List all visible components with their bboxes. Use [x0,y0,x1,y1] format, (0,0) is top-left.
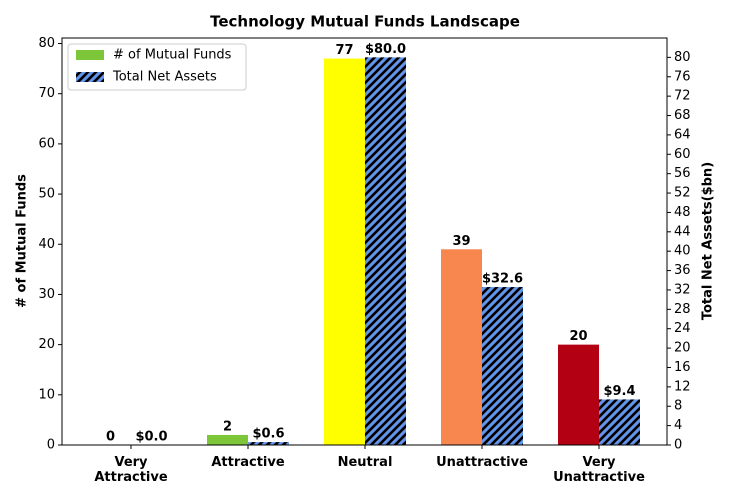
plot-frame [61,37,668,446]
bar [207,434,248,445]
bar-hatch [482,287,523,445]
y-tick-label: 70 [38,86,55,101]
data-label: $9.4 [603,384,635,399]
bar-hatch [365,57,406,445]
y2-tick-label: 4 [674,418,682,433]
y-tick-label: 80 [38,36,55,51]
y2-tick-label: 16 [674,360,691,375]
y-tick-label: 0 [47,438,55,453]
bar-hatch [599,399,640,445]
data-label: 20 [569,329,587,344]
y2-tick-label: 76 [674,69,691,84]
y2-tick-label: 56 [674,166,691,181]
y2-tick-label: 60 [674,147,691,162]
data-label: $80.0 [365,42,406,57]
y2-tick-label: 48 [674,205,691,220]
y2-tick-label: 32 [674,282,691,297]
y2-tick-label: 68 [674,108,691,123]
data-label: $0.0 [135,430,167,445]
y2-tick-label: 36 [674,263,691,278]
y2-tick-label: 20 [674,341,691,356]
y2-axis-label: Total Net Assets($bn) [701,162,716,320]
y2-tick-label: 72 [674,89,691,104]
y-tick-label: 40 [38,237,55,252]
data-label: 2 [223,419,232,434]
bar [441,249,482,445]
legend-box [67,43,247,91]
y-tick-label: 10 [38,387,55,402]
y2-tick-label: 28 [674,302,691,317]
y2-tick-label: 12 [674,379,691,394]
y2-tick-label: 44 [674,224,691,239]
data-label: 77 [335,43,353,58]
data-label: $32.6 [482,272,523,287]
legend-label: Total Net Assets [112,70,217,85]
x-tick-label: Unattractive [436,455,528,470]
y2-tick-label: 24 [674,321,691,336]
x-tick-label: Very Attractive [94,455,168,485]
bar-hatch [248,442,289,445]
y2-tick-label: 40 [674,244,691,259]
chart-title: Technology Mutual Funds Landscape [210,13,520,31]
data-label: $0.6 [252,427,284,442]
y-axis-label: # of Mutual Funds [15,174,30,308]
x-tick-label: Neutral [338,455,393,470]
legend-label: # of Mutual Funds [113,48,232,63]
data-label: 39 [452,234,470,249]
y2-tick-label: 8 [674,399,682,414]
data-label: 0 [106,430,115,445]
y-tick-label: 60 [38,136,55,151]
y2-tick-label: 64 [674,127,691,142]
bar [324,58,365,445]
y2-tick-label: 80 [674,50,691,65]
x-tick-label: Attractive [211,455,285,470]
legend-swatch-hatch [76,72,104,82]
y2-tick-label: 52 [674,186,691,201]
y-tick-label: 20 [38,337,55,352]
y-tick-label: 50 [38,187,55,202]
x-tick-label: Very Unattractive [553,455,645,485]
y2-tick-label: 0 [674,438,682,453]
legend-swatch [76,50,104,60]
y-tick-label: 30 [38,287,55,302]
bar [558,344,599,445]
